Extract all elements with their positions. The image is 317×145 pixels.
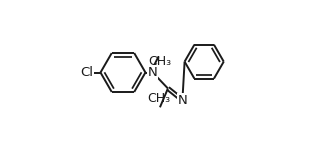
Text: Cl: Cl bbox=[81, 66, 94, 79]
Text: CH₃: CH₃ bbox=[148, 55, 171, 68]
Text: CH₃: CH₃ bbox=[147, 92, 170, 105]
Text: N: N bbox=[148, 66, 158, 79]
Text: N: N bbox=[178, 94, 187, 107]
